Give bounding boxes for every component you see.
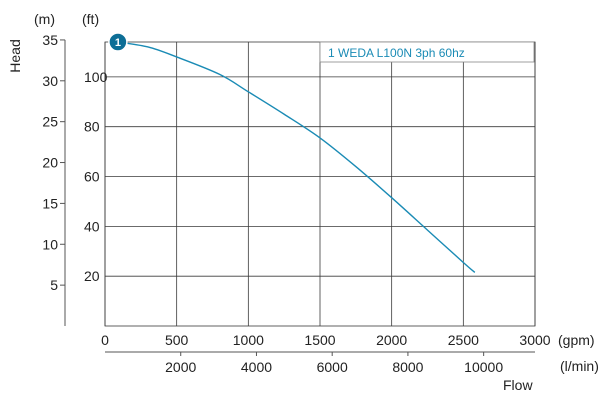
y-tick-meters: 25 [42, 114, 58, 130]
x-axis-title: Flow [503, 377, 533, 393]
legend-label: 1 WEDA L100N 3ph 60hz [328, 46, 465, 60]
y-tick-meters: 20 [42, 155, 58, 171]
y-tick-feet: 80 [84, 119, 100, 135]
y-tick-meters: 10 [42, 236, 58, 252]
x-tick-gpm: 0 [101, 332, 109, 348]
y-axis-title: Head [7, 39, 23, 72]
y-unit-meters: (m) [34, 11, 55, 27]
x-unit-gpm: (gpm) [558, 332, 595, 348]
x-tick-gpm: 1000 [233, 332, 264, 348]
y-unit-feet: (ft) [82, 11, 99, 27]
y-tick-feet: 20 [84, 268, 100, 284]
x-tick-gpm: 2000 [376, 332, 407, 348]
y-tick-meters: 35 [42, 32, 58, 48]
y-tick-meters: 5 [50, 277, 58, 293]
y-tick-meters: 15 [42, 195, 58, 211]
x-tick-gpm: 500 [165, 332, 189, 348]
y-tick-meters: 30 [42, 73, 58, 89]
axes: 0 500 1000 1500 2000 2500 3000 100 80 60 40 20 35 30 2… [42, 32, 550, 375]
legend-box [319, 41, 535, 63]
series-line [117, 41, 476, 273]
series-curve [117, 41, 476, 273]
x-tick-lmin: 4000 [241, 359, 272, 375]
x-tick-lmin: 2000 [165, 359, 196, 375]
legend: 1 WEDA L100N 3ph 60hz [319, 41, 535, 63]
y-tick-feet: 60 [84, 169, 100, 185]
y-tick-feet: 40 [84, 218, 100, 234]
series-marker: 1 [108, 32, 128, 52]
series-marker-circle [108, 32, 128, 52]
x-tick-lmin: 8000 [392, 359, 423, 375]
x-tick-gpm: 3000 [519, 332, 550, 348]
series-marker-number: 1 [115, 37, 121, 49]
x-tick-gpm: 2500 [448, 332, 479, 348]
x-tick-lmin: 10000 [464, 359, 503, 375]
y-tick-feet: 100 [84, 69, 108, 85]
x-unit-lmin: (l/min) [560, 358, 599, 374]
x-tick-gpm: 1500 [304, 332, 335, 348]
x-tick-lmin: 6000 [317, 359, 348, 375]
grid [104, 41, 536, 327]
